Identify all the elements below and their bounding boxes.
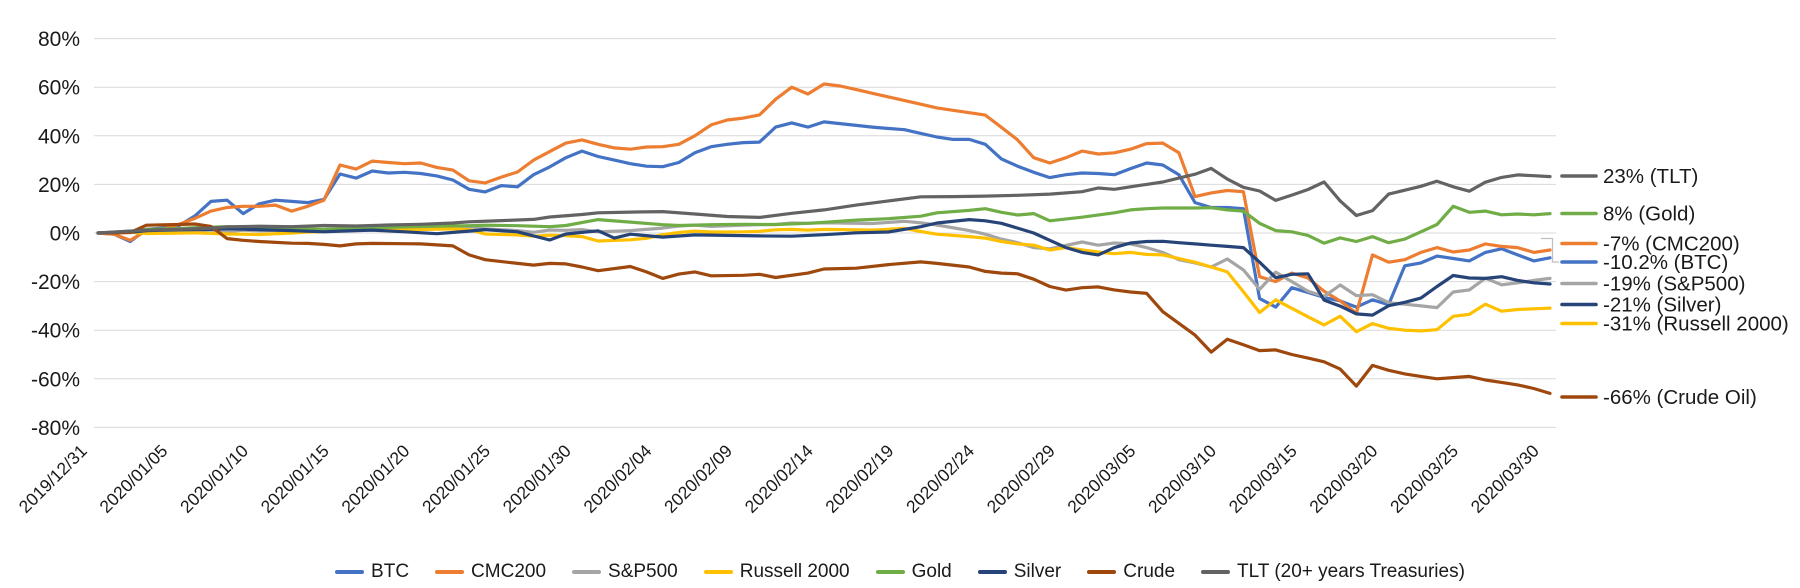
- x-axis-tick-label: 2020/03/20: [1305, 441, 1381, 517]
- x-axis-tick-label: 2020/03/10: [1144, 441, 1220, 517]
- end-label-btc: -10.2% (BTC): [1603, 251, 1728, 274]
- legend-swatch-russell2000: [703, 570, 733, 574]
- x-axis-tick-label: 2020/03/30: [1467, 441, 1543, 517]
- legend-item-crude: Crude: [1087, 561, 1175, 583]
- x-axis-tick-label: 2020/03/25: [1386, 441, 1462, 517]
- x-axis-tick-label: 2020/01/15: [257, 441, 333, 517]
- end-label-crude: -66% (Crude Oil): [1603, 386, 1757, 409]
- x-axis-tick-label: 2020/02/14: [741, 441, 817, 517]
- legend-swatch-gold: [875, 570, 905, 574]
- series-line-tlt: [96, 166, 1552, 235]
- x-axis-tick-label: 2020/02/04: [579, 441, 655, 517]
- legend-label-crude: Crude: [1123, 561, 1176, 582]
- legend-label-sp500: S&P500: [608, 561, 678, 582]
- x-axis-tick-label: 2020/01/05: [95, 441, 171, 517]
- legend-swatch-tlt: [1201, 570, 1231, 574]
- legend-swatch-silver: [977, 570, 1007, 574]
- series-line-cmc200: [96, 82, 1552, 315]
- x-axis-tick-label: 2020/01/10: [176, 441, 252, 517]
- series-line-silver: [96, 218, 1552, 317]
- legend-label-russell2000: Russell 2000: [739, 561, 850, 582]
- x-axis-tick-label: 2020/01/30: [499, 441, 575, 517]
- x-axis-tick-label: 2020/02/19: [821, 441, 897, 517]
- y-axis-tick-label: 60%: [38, 77, 80, 100]
- end-label-sp500: -19% (S&P500): [1603, 273, 1745, 296]
- x-axis-tick-label: 2020/03/15: [1225, 441, 1301, 517]
- x-axis-tick-label: 2020/01/25: [418, 441, 494, 517]
- series-line-russell2000: [96, 226, 1552, 334]
- x-axis-tick-label: 2020/02/24: [902, 441, 978, 517]
- x-axis-tick-label: 2020/01/20: [337, 441, 413, 517]
- series-line-btc: [96, 120, 1552, 309]
- y-axis-tick-label: -60%: [31, 368, 80, 391]
- end-label-russell2000: -31% (Russell 2000): [1603, 313, 1789, 336]
- legend-item-silver: Silver: [977, 561, 1062, 583]
- legend-item-tlt: TLT (20+ years Treasuries): [1201, 561, 1465, 583]
- end-label-cmc200: -7% (CMC200): [1603, 233, 1740, 256]
- y-axis-tick-label: 0%: [50, 223, 80, 246]
- end-label-silver: -21% (Silver): [1603, 294, 1721, 317]
- legend-label-cmc200: CMC200: [471, 561, 547, 582]
- y-axis-tick-label: -20%: [31, 271, 80, 294]
- end-label-tlt: 23% (TLT): [1603, 165, 1698, 188]
- legend-label-btc: BTC: [371, 561, 410, 582]
- x-axis-tick-label: 2020/02/29: [983, 441, 1059, 517]
- y-axis-tick-label: 80%: [38, 28, 80, 51]
- legend-item-sp500: S&P500: [572, 561, 678, 583]
- legend-item-russell2000: Russell 2000: [703, 561, 850, 583]
- y-axis-tick-label: 20%: [38, 174, 80, 197]
- y-axis-tick-label: -40%: [31, 320, 80, 343]
- series-line-gold: [96, 204, 1552, 245]
- legend-item-gold: Gold: [875, 561, 952, 583]
- legend-label-silver: Silver: [1013, 561, 1062, 582]
- legend-swatch-cmc200: [435, 570, 465, 574]
- y-axis-tick-label: -80%: [31, 417, 80, 440]
- legend-item-btc: BTC: [335, 561, 409, 583]
- end-label-gold: 8% (Gold): [1603, 203, 1695, 226]
- legend-label-tlt: TLT (20+ years Treasuries): [1237, 561, 1465, 582]
- legend-item-cmc200: CMC200: [435, 561, 546, 583]
- x-axis-tick-label: 2020/03/05: [1063, 441, 1139, 517]
- x-axis-tick-label: 2019/12/31: [15, 441, 91, 517]
- chart-legend: BTC CMC200 S&P500 Russell 2000 Gold Silver Cru…: [0, 556, 1800, 588]
- series-line-crude: [96, 222, 1552, 395]
- legend-label-gold: Gold: [911, 561, 952, 582]
- x-axis-tick-label: 2020/02/09: [660, 441, 736, 517]
- label-leader-line: [1541, 237, 1559, 263]
- legend-swatch-crude: [1087, 570, 1117, 574]
- y-axis-tick-label: 40%: [38, 125, 80, 148]
- legend-swatch-sp500: [572, 570, 602, 574]
- legend-swatch-btc: [335, 570, 365, 574]
